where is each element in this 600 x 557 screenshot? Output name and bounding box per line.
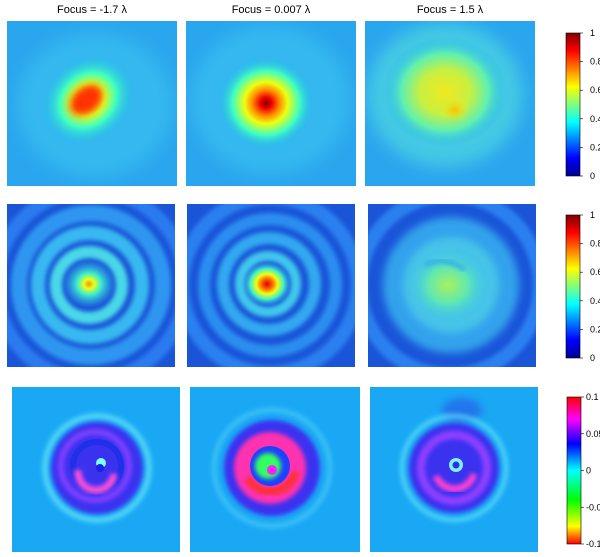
- heatmap-panel-r1c1: [7, 21, 177, 186]
- colorbar-3: 0.1 0.05 0 -0.05 -0.1: [566, 392, 600, 549]
- colorbar-tick-label: 1: [590, 210, 595, 220]
- colorbar-tick-label: 0: [590, 171, 595, 181]
- heatmap-panel-r3c1: [12, 387, 180, 552]
- colorbar-tick-label: 0.4: [590, 114, 600, 124]
- colorbar-tick-label: -0.1: [586, 539, 600, 549]
- colorbar-tick-label: -0.05: [586, 502, 600, 512]
- colorbar-tick-label: 0.1: [586, 392, 599, 402]
- column-title-3: Focus = 1.5 λ: [417, 4, 484, 16]
- colorbar-tick-label: 0.05: [586, 429, 600, 439]
- colorbar-tick-label: 0.6: [590, 267, 600, 277]
- heatmap-panel-r3c2: [190, 387, 360, 552]
- heatmap-panel-r3c3: [370, 387, 538, 552]
- heatmap-panel-r2c1: [7, 204, 175, 367]
- colorbar-tick-label: 0.6: [590, 85, 600, 95]
- colorbar-tick-label: 0: [586, 466, 591, 476]
- heatmap-panel-r1c2: [186, 21, 356, 186]
- colorbar-1: 1 0.8 0.6 0.4 0.2 0: [565, 28, 600, 181]
- colorbar-tick-label: 0.4: [590, 296, 600, 306]
- column-title-2: Focus = 0.007 λ: [232, 4, 311, 16]
- colorbar-tick-label: 1: [590, 28, 595, 38]
- colorbar-tick-label: 0.8: [590, 57, 600, 67]
- colorbar-tick-label: 0.8: [590, 239, 600, 249]
- column-title-1: Focus = -1.7 λ: [57, 4, 128, 16]
- colorbar-2: 1 0.8 0.6 0.4 0.2 0: [565, 210, 600, 363]
- colorbar-tick-label: 0: [590, 353, 595, 363]
- heatmap-panel-r1c3: [365, 21, 535, 186]
- heatmap-panel-r2c3: [368, 204, 536, 367]
- colorbar-tick-label: 0.2: [590, 324, 600, 334]
- heatmap-panel-r2c2: [187, 204, 355, 367]
- colorbar-tick-label: 0.2: [590, 142, 600, 152]
